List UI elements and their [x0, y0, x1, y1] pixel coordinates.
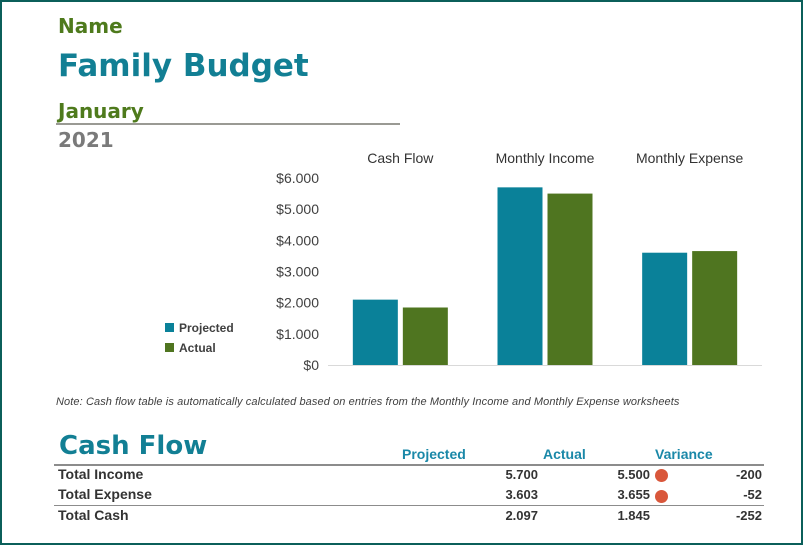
total-expense-variance[interactable]: -52: [743, 487, 762, 502]
cash-flow-title[interactable]: Cash Flow: [59, 431, 208, 461]
legend-label[interactable]: Projected: [179, 321, 234, 335]
total-expense-projected[interactable]: 3.603: [505, 487, 538, 502]
legend-swatch: [165, 343, 174, 352]
table-total-border: [54, 505, 764, 506]
bar-actual-cash-flow[interactable]: [402, 307, 448, 365]
y-tick-label: $6.000: [276, 170, 319, 186]
total-income-actual[interactable]: 5.500: [617, 467, 650, 482]
year-label[interactable]: 2021: [58, 128, 114, 152]
y-tick-label: $5.000: [276, 201, 319, 217]
page-title[interactable]: Family Budget: [58, 48, 309, 84]
column-header-projected[interactable]: Projected: [402, 446, 466, 462]
category-label: Cash Flow: [367, 150, 434, 166]
variance-indicator-icon: [655, 490, 668, 503]
name-label[interactable]: Name: [58, 14, 123, 38]
y-tick-label: $4.000: [276, 232, 319, 248]
legend-label[interactable]: Actual: [179, 341, 216, 355]
column-header-actual[interactable]: Actual: [543, 446, 586, 462]
total-income-variance[interactable]: -200: [735, 467, 762, 482]
y-tick-label: $3.000: [276, 264, 319, 280]
month-label[interactable]: January: [58, 99, 144, 123]
row-label-total-income[interactable]: Total Income: [58, 466, 144, 482]
bar-projected-monthly-income[interactable]: [497, 187, 543, 365]
category-label: Monthly Income: [496, 150, 595, 166]
row-label-total-expense[interactable]: Total Expense: [58, 486, 152, 502]
bar-actual-monthly-income[interactable]: [547, 193, 593, 365]
legend-swatch: [165, 323, 174, 332]
total-cash-actual[interactable]: 1.845: [617, 508, 650, 523]
total-expense-actual[interactable]: 3.655: [617, 487, 650, 502]
table-top-border: [54, 464, 764, 466]
total-cash-variance[interactable]: -252: [735, 508, 762, 523]
y-tick-label: $0: [303, 357, 319, 373]
bar-actual-monthly-expense[interactable]: [692, 251, 738, 365]
budget-bar-chart[interactable]: $0 $1.000 $2.000 $3.000 $4.000 $5.000 $6.000 Ca…: [2, 2, 803, 422]
total-income-projected[interactable]: 5.700: [505, 467, 538, 482]
column-header-variance[interactable]: Variance: [655, 446, 713, 462]
bar-projected-monthly-expense[interactable]: [642, 252, 688, 365]
bar-projected-cash-flow[interactable]: [352, 299, 398, 365]
chart-note: Note: Cash flow table is automatically c…: [56, 396, 680, 408]
y-tick-label: $1.000: [276, 326, 319, 342]
total-cash-projected[interactable]: 2.097: [505, 508, 538, 523]
header-divider: [56, 123, 400, 125]
row-label-total-cash[interactable]: Total Cash: [58, 507, 129, 523]
y-tick-label: $2.000: [276, 295, 319, 311]
category-label: Monthly Expense: [636, 150, 744, 166]
variance-indicator-icon: [655, 469, 668, 482]
